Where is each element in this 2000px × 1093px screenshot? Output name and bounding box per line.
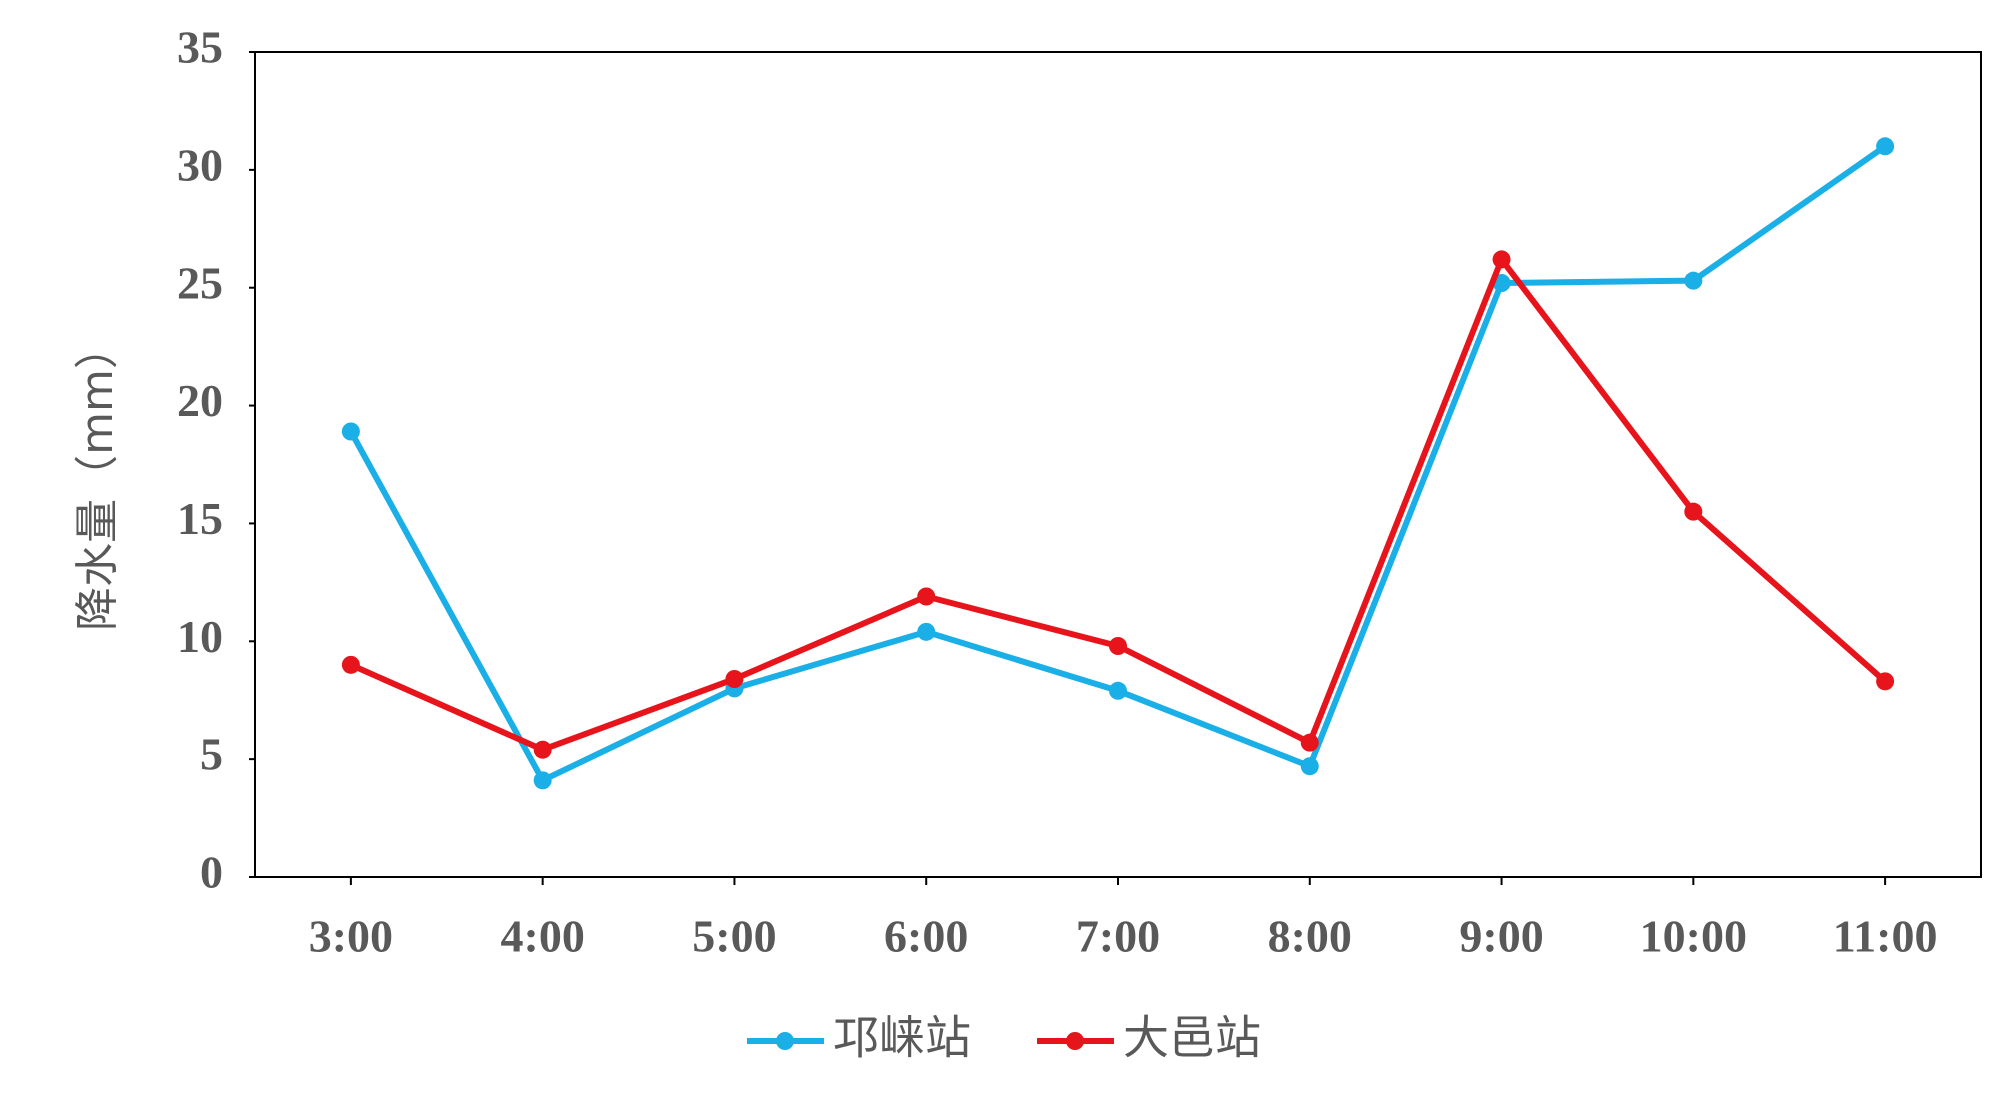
x-tick-label: 7:00 bbox=[1076, 911, 1160, 962]
x-tick-label: 8:00 bbox=[1268, 911, 1352, 962]
point bbox=[1684, 271, 1703, 290]
plot-frame bbox=[254, 51, 1982, 878]
y-tick-label: 35 bbox=[177, 22, 223, 73]
x-tick-label: 6:00 bbox=[884, 911, 968, 962]
point bbox=[1300, 733, 1319, 752]
y-tick-label: 0 bbox=[200, 847, 223, 898]
legend-label: 邛崃站 bbox=[833, 1011, 971, 1065]
legend-marker bbox=[1066, 1032, 1084, 1050]
point bbox=[341, 422, 360, 441]
point bbox=[1492, 250, 1511, 269]
y-tick-label: 15 bbox=[177, 493, 223, 544]
point bbox=[1876, 672, 1895, 691]
point bbox=[725, 670, 744, 688]
point bbox=[533, 740, 552, 759]
x-tick-label: 4:00 bbox=[501, 911, 585, 962]
x-tick-label: 5:00 bbox=[692, 911, 776, 962]
point bbox=[341, 655, 360, 674]
y-axis-label: 降水量（mm） bbox=[72, 325, 123, 631]
point bbox=[917, 587, 936, 606]
x-tick-label: 9:00 bbox=[1459, 911, 1543, 962]
point bbox=[1684, 502, 1703, 521]
point bbox=[1109, 637, 1127, 655]
point bbox=[1109, 681, 1127, 700]
y-tick-label: 20 bbox=[177, 375, 223, 426]
y-tick-label: 5 bbox=[200, 729, 223, 780]
point bbox=[917, 622, 936, 641]
x-tick-label: 10:00 bbox=[1640, 911, 1747, 962]
point bbox=[1876, 137, 1895, 156]
point bbox=[533, 771, 552, 790]
x-tick-label: 3:00 bbox=[309, 911, 393, 962]
legend-label: 大邑站 bbox=[1123, 1011, 1261, 1065]
y-tick-label: 30 bbox=[177, 139, 223, 190]
series-line bbox=[349, 256, 1888, 753]
y-tick-label: 10 bbox=[177, 611, 223, 662]
legend-marker bbox=[776, 1032, 794, 1050]
point bbox=[1300, 757, 1319, 776]
x-tick-label: 11:00 bbox=[1833, 911, 1938, 962]
y-tick-label: 25 bbox=[177, 257, 223, 308]
